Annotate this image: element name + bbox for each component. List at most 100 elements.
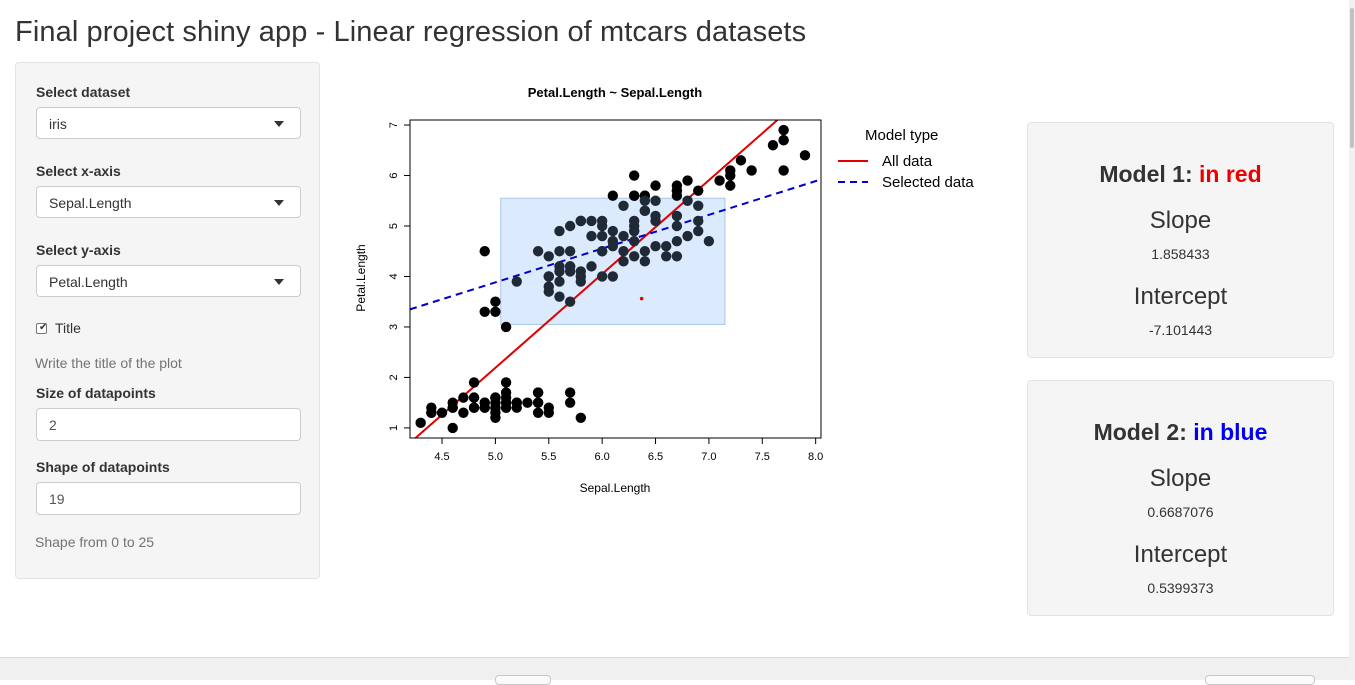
xaxis-select[interactable]: Sepal.Length xyxy=(36,186,301,218)
x-tick-label: 8.0 xyxy=(808,451,823,463)
scrollbar-thumb[interactable] xyxy=(1350,8,1354,148)
data-point xyxy=(725,180,736,191)
model-1-panel: Model 1: in red Slope 1.858433 Intercept… xyxy=(1027,122,1334,358)
model-2-heading: Model 2: in blue xyxy=(1028,419,1333,446)
data-point xyxy=(671,185,683,196)
footer-tab-left[interactable] xyxy=(495,675,551,685)
xaxis-select-value: Sepal.Length xyxy=(49,195,132,211)
title-checkbox-label[interactable]: Title xyxy=(55,320,81,336)
data-point xyxy=(447,402,458,413)
data-point xyxy=(639,205,651,217)
dataset-select[interactable]: iris xyxy=(36,107,301,139)
sidebar-panel: Select dataset iris Select x-axis Sepal.… xyxy=(15,62,320,579)
shape-input[interactable]: 19 xyxy=(36,482,301,515)
yaxis-select-value: Petal.Length xyxy=(49,274,128,290)
data-point xyxy=(596,246,608,257)
model-2-color-text: in blue xyxy=(1193,419,1268,445)
data-point xyxy=(543,251,554,262)
data-point xyxy=(778,134,789,146)
data-point xyxy=(586,230,597,242)
data-point xyxy=(586,215,597,227)
dataset-select-value: iris xyxy=(49,116,67,132)
model-2-slope-value: 0.6687076 xyxy=(1147,504,1214,520)
data-point xyxy=(682,230,693,242)
y-tick-label: 2 xyxy=(388,374,400,380)
model-1-prefix: Model 1: xyxy=(1099,161,1193,187)
data-point xyxy=(532,407,544,418)
y-axis-label: Petal.Length xyxy=(354,244,368,311)
data-point xyxy=(511,276,522,287)
data-point xyxy=(564,387,576,398)
yaxis-select[interactable]: Petal.Length xyxy=(36,265,301,297)
yaxis-label: Select y-axis xyxy=(36,242,121,258)
data-point xyxy=(543,271,554,282)
data-point xyxy=(607,271,619,282)
data-point xyxy=(458,392,469,403)
data-point xyxy=(703,235,715,247)
highlight-point xyxy=(639,296,644,301)
data-point xyxy=(554,276,565,287)
plot-title-input[interactable]: Write the title of the plot xyxy=(35,355,182,371)
data-point xyxy=(650,180,661,191)
legend: Model type All data Selected data xyxy=(838,127,974,191)
model-2-slope-label: Slope xyxy=(1149,465,1212,492)
data-point xyxy=(746,165,757,176)
data-point xyxy=(799,150,811,161)
regression-plot[interactable]: Petal.Length ~ Sepal.Length 4.5 5.0 5.5 6.0… xyxy=(340,70,1010,510)
legend-title: Model type xyxy=(865,127,938,144)
data-point xyxy=(490,402,501,413)
data-point xyxy=(671,235,683,247)
regression-lines-layer xyxy=(410,120,821,438)
chart-title: Petal.Length ~ Sepal.Length xyxy=(528,85,702,100)
x-tick-label: 6.5 xyxy=(648,451,663,463)
data-point xyxy=(479,402,490,413)
data-point xyxy=(468,377,480,388)
data-point xyxy=(735,155,747,166)
footer-tab-right[interactable] xyxy=(1205,675,1315,685)
legend-label: All data xyxy=(882,153,933,170)
model-1-color-text: in red xyxy=(1199,161,1262,187)
checkmark-icon: ✔ xyxy=(39,322,48,333)
data-point xyxy=(575,271,587,282)
data-point xyxy=(500,392,512,403)
size-label: Size of datapoints xyxy=(36,385,156,401)
data-point xyxy=(554,261,565,272)
data-point xyxy=(596,220,608,232)
x-tick-label: 5.0 xyxy=(488,451,503,463)
data-point xyxy=(564,220,576,232)
chevron-down-icon xyxy=(274,121,284,127)
size-input[interactable]: 2 xyxy=(36,408,301,441)
data-point xyxy=(500,321,512,333)
shape-label: Shape of datapoints xyxy=(36,459,170,475)
data-point xyxy=(661,251,672,262)
data-point xyxy=(436,407,448,418)
data-point xyxy=(447,422,458,434)
data-point xyxy=(532,387,544,398)
data-point xyxy=(618,256,629,267)
data-point xyxy=(490,392,501,403)
model-1-intercept-value: -7.101443 xyxy=(1148,322,1213,338)
model-1-slope-label: Slope xyxy=(1149,207,1212,234)
data-point xyxy=(586,261,597,272)
data-point xyxy=(564,397,576,408)
data-point xyxy=(554,225,565,237)
size-input-value: 2 xyxy=(49,417,57,433)
model-1-slope-value: 1.858433 xyxy=(1151,246,1210,262)
data-point xyxy=(650,240,661,252)
shape-input-value: 19 xyxy=(49,491,65,507)
vertical-scrollbar[interactable] xyxy=(1349,0,1355,679)
data-point xyxy=(628,170,640,181)
selection-layer xyxy=(500,197,726,325)
model-1-intercept-label: Intercept xyxy=(1133,283,1228,310)
data-point xyxy=(661,240,672,252)
data-point xyxy=(650,195,661,206)
data-point xyxy=(714,175,725,186)
title-checkbox[interactable]: ✔ xyxy=(36,323,47,334)
data-point xyxy=(564,266,576,277)
page-title: Final project shiny app - Linear regress… xyxy=(15,16,807,48)
data-point xyxy=(575,412,587,424)
selection-box xyxy=(500,197,726,325)
data-point xyxy=(682,195,693,206)
data-point xyxy=(693,225,704,237)
data-point xyxy=(618,200,629,212)
